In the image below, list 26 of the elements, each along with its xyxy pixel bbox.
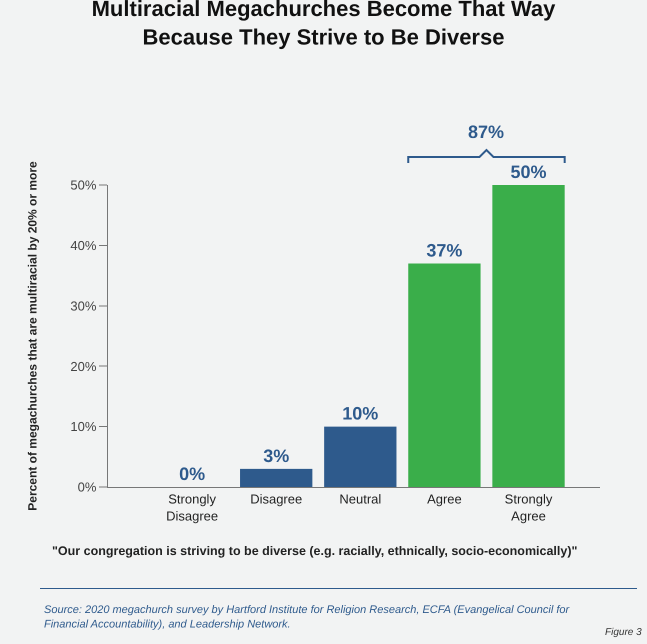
data-label: 0% [179,464,206,484]
x-tick-label: Strongly Disagree [166,492,218,524]
data-label: 37% [426,240,462,261]
y-tick-label: 50% [70,178,97,193]
data-label: 50% [510,162,547,182]
y-tick-label: 20% [70,358,97,374]
y-tick-label: 30% [70,298,97,314]
bar [240,468,312,487]
bar [324,426,396,487]
y-tick-label: 40% [70,238,97,253]
x-tick-label: Disagree [250,492,302,507]
chart-title: Multiracial Megachurches Become That Way Because They Strive to Be Diverse [92,0,556,50]
y-tick-label: 10% [70,419,97,434]
y-tick-label: 0% [78,480,97,495]
data-label: 10% [342,404,378,424]
caption: Figure 3 [605,627,642,638]
x-tick-label: Agree [427,492,462,507]
data-label: 3% [263,446,290,466]
source-note: Source: 2020 megachurch survey by Hartford Institute for Religion Research, ECFA (Evangelical Council for Financial Accountability), and Leadership Network. [44,604,571,630]
y-axis-title: Percent of megachurches that are multiracial by 20% or more [26,160,40,511]
x-tick-label: Neutral [339,492,382,507]
bar [492,185,565,487]
bar [408,264,481,487]
x-axis-title: "Our congregation is striving to be diverse (e.g. racially, ethnically, socio-economically)" [52,544,578,558]
text: 87% [468,122,504,142]
x-tick-label: Strongly Agree [504,492,553,524]
